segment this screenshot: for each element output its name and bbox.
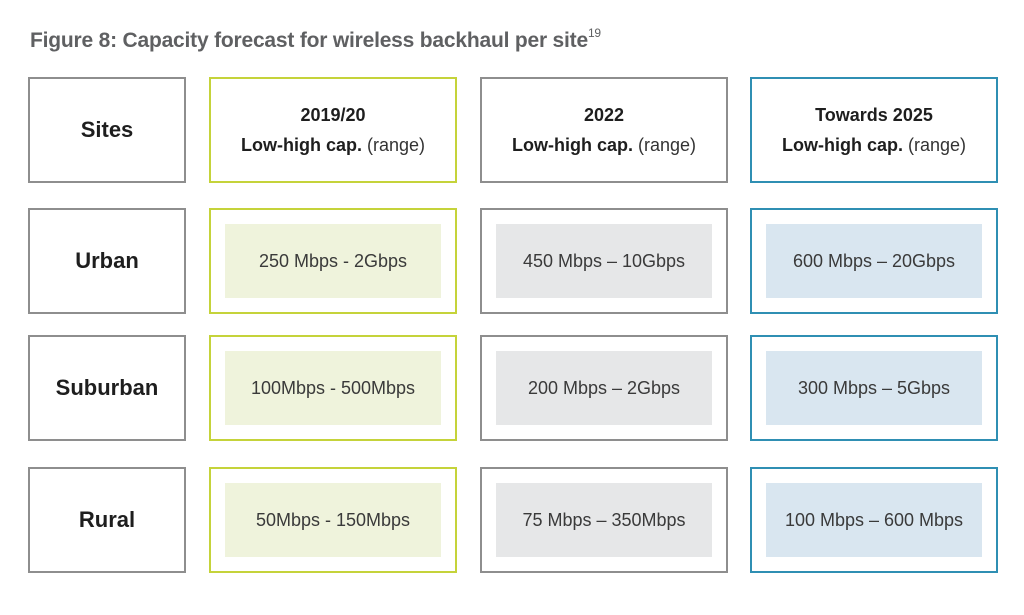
site-urban: Urban xyxy=(28,208,186,314)
cell-suburban-2019: 100Mbps - 500Mbps xyxy=(209,335,457,441)
value-suburban-2022: 200 Mbps – 2Gbps xyxy=(496,351,712,425)
header-sites: Sites xyxy=(28,77,186,183)
header-2019-cap: Low-high cap. xyxy=(240,135,362,155)
cell-urban-2025: 600 Mbps – 20Gbps xyxy=(750,208,998,314)
header-2022-range: (range) xyxy=(637,135,697,155)
header-2025-range: (range) xyxy=(907,135,967,155)
header-2019-year: 2019/20 xyxy=(300,105,366,125)
header-2022-year: 2022 xyxy=(583,105,625,125)
cell-suburban-2025: 300 Mbps – 5Gbps xyxy=(750,335,998,441)
value-rural-2019: 50Mbps - 150Mbps xyxy=(225,483,441,557)
header-2019: 2019/20 Low-high cap. (range) xyxy=(209,77,457,183)
header-2025-year: Towards 2025 xyxy=(815,105,933,125)
cell-rural-2022: 75 Mbps – 350Mbps xyxy=(480,467,728,573)
cell-suburban-2022: 200 Mbps – 2Gbps xyxy=(480,335,728,441)
cell-urban-2019: 250 Mbps - 2Gbps xyxy=(209,208,457,314)
value-urban-2019: 250 Mbps - 2Gbps xyxy=(225,224,441,298)
cell-rural-2025: 100 Mbps – 600 Mbps xyxy=(750,467,998,573)
header-2025-cap: Low-high cap. xyxy=(781,135,903,155)
value-rural-2025: 100 Mbps – 600 Mbps xyxy=(766,483,982,557)
site-rural: Rural xyxy=(28,467,186,573)
header-2019-range: (range) xyxy=(366,135,426,155)
value-suburban-2019: 100Mbps - 500Mbps xyxy=(225,351,441,425)
site-label-suburban: Suburban xyxy=(55,375,159,400)
value-suburban-2025: 300 Mbps – 5Gbps xyxy=(766,351,982,425)
figure-title-text: Figure 8: Capacity forecast for wireless… xyxy=(30,29,588,52)
value-rural-2022: 75 Mbps – 350Mbps xyxy=(496,483,712,557)
footnote-marker: 19 xyxy=(587,26,601,40)
site-label-urban: Urban xyxy=(75,248,139,273)
header-2025: Towards 2025 Low-high cap. (range) xyxy=(750,77,998,183)
header-2022-cap: Low-high cap. xyxy=(511,135,633,155)
site-suburban: Suburban xyxy=(28,335,186,441)
cell-urban-2022: 450 Mbps – 10Gbps xyxy=(480,208,728,314)
cell-rural-2019: 50Mbps - 150Mbps xyxy=(209,467,457,573)
value-urban-2025: 600 Mbps – 20Gbps xyxy=(766,224,982,298)
value-urban-2022: 450 Mbps – 10Gbps xyxy=(496,224,712,298)
header-2022: 2022 Low-high cap. (range) xyxy=(480,77,728,183)
site-label-rural: Rural xyxy=(78,507,136,532)
header-sites-label: Sites xyxy=(80,117,134,142)
figure-title: Figure 8: Capacity forecast for wireless… xyxy=(30,26,601,53)
